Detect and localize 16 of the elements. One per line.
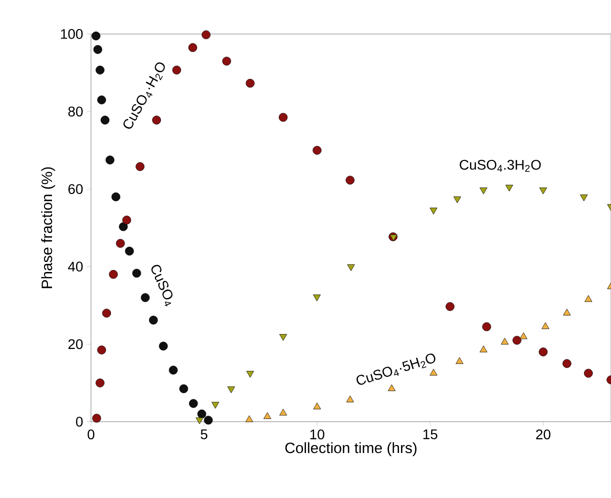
x-tick-label: 20: [536, 429, 550, 440]
text: CuSO$_{4}$·5H$_{2}$O: [356, 354, 436, 385]
y-tick-label: 0: [76, 416, 83, 427]
y-tick-label: 40: [68, 262, 83, 272]
text: CuSO$_{4}$: [151, 264, 172, 306]
y-tick-label: 80: [68, 106, 83, 116]
y-tick-label: 60: [68, 184, 83, 194]
series-label: CuSO$_{4}$.3H$_{2}$O: [460, 160, 541, 172]
y-tick-label: 100: [61, 29, 83, 39]
x-tick-label: 5: [200, 429, 208, 440]
x-tick-label: 15: [423, 429, 438, 440]
y-tick-label: 20: [68, 339, 83, 350]
x-tick-label: 0: [88, 429, 94, 440]
x-axis-title: Collection time (hrs): [285, 442, 416, 456]
x-tick-label: 10: [310, 429, 324, 440]
y-axis-title: Phase fraction (%): [41, 167, 56, 288]
